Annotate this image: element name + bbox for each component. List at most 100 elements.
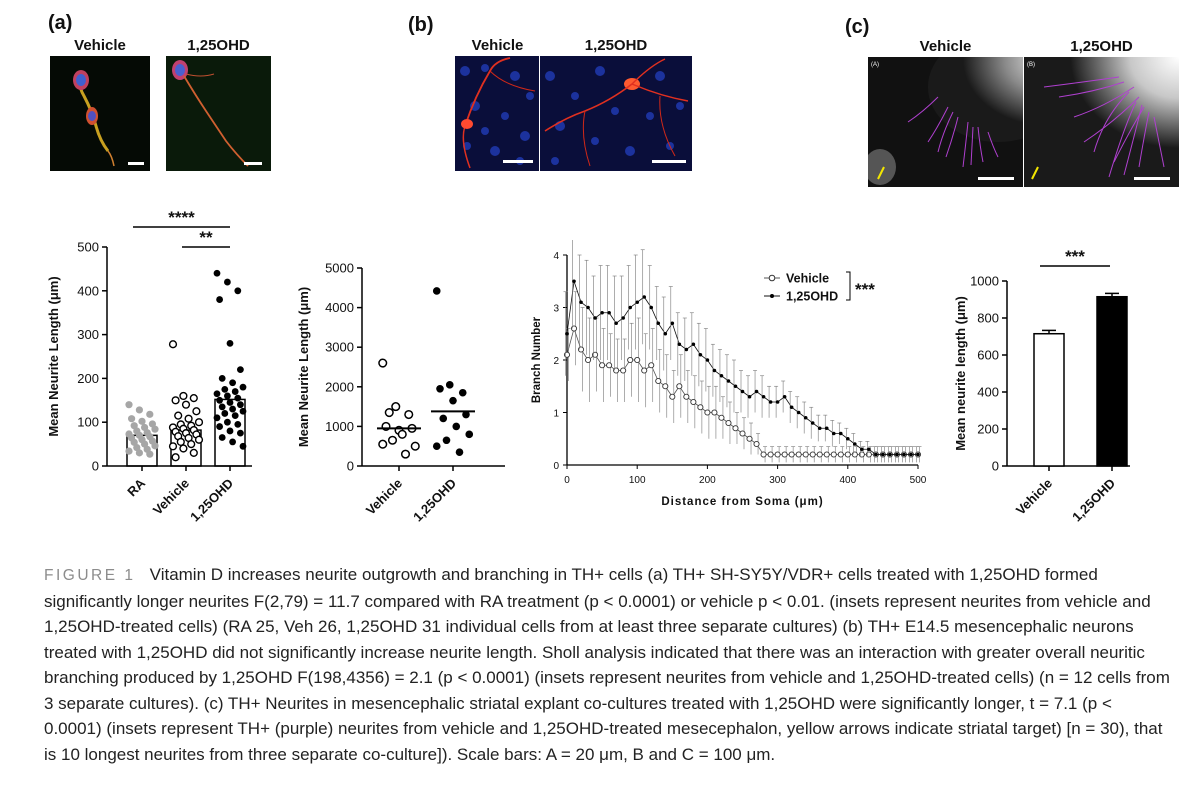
chart-b2-point [733, 384, 738, 389]
chart-b1-y-tick-label: 2000 [325, 379, 354, 394]
chart-a-point [239, 383, 247, 391]
chart-a-point [151, 442, 159, 450]
chart-b2-x-axis-label: Distance from Soma (μm) [661, 496, 823, 508]
chart-b1-y-tick-label: 1000 [325, 419, 354, 434]
chart-b1-point [436, 384, 444, 393]
chart-b2-point [669, 393, 676, 400]
chart-b2-point [810, 421, 815, 425]
chart-a-x-tick-label: 1,25OHD [187, 476, 236, 525]
chart-b2-point [888, 452, 892, 457]
chart-b2-x-tick-label: 400 [839, 475, 856, 486]
chart-a-sig-2-label: ** [199, 228, 213, 247]
chart-b2-point [677, 342, 682, 347]
chart-a-point [239, 407, 247, 415]
chart-b2-point [613, 367, 620, 374]
chart-b2-point [788, 451, 795, 458]
chart-b2-x-tick-label: 300 [769, 475, 786, 486]
chart-b2-point [599, 362, 606, 369]
chart-a-point [237, 366, 244, 374]
chart-a-y-axis-label: Mean Neurite Length (μm) [46, 276, 61, 436]
chart-a-point [194, 435, 204, 444]
chart-b2-point [676, 383, 683, 390]
chart-c-y-tick-label: 600 [977, 348, 999, 363]
chart-b2-y-tick-label: 3 [553, 304, 559, 315]
chart-b1-y-tick-label: 5000 [325, 261, 354, 276]
chart-a-point [168, 340, 178, 349]
chart-b2-point [761, 394, 766, 399]
chart-b1-point [378, 358, 388, 368]
chart-a-point [226, 339, 234, 347]
chart-c-bar [1033, 332, 1065, 467]
micrograph-b-125ohd [540, 56, 692, 171]
chart-a-point [213, 390, 221, 398]
chart-b1-x-tick-label: 1,25OHD [410, 476, 459, 525]
chart-b2-point [768, 400, 773, 404]
chart-a-point [224, 392, 231, 400]
figure-label: FIGURE 1 [44, 567, 136, 584]
chart-b2-point [662, 383, 669, 390]
chart-a-point [224, 278, 231, 286]
chart-b2-point [860, 447, 864, 452]
chart-a-y-tick-label: 0 [92, 459, 99, 474]
chart-b2-point [607, 310, 611, 315]
chart-a-point [234, 420, 242, 428]
chart-b2-point [831, 431, 836, 436]
chart-b1-point [442, 436, 451, 445]
chart-b2-point [704, 409, 711, 416]
chart-b1-y-tick-label: 3000 [325, 340, 354, 355]
chart-a-point [226, 427, 234, 435]
chart-a-point [231, 388, 239, 395]
chart-b2-point [844, 451, 851, 458]
chart-a-point [135, 406, 143, 414]
chart-b2-point [690, 398, 697, 406]
chart-b2-legend-bracket [846, 271, 851, 301]
chart-b2-point [684, 347, 689, 352]
chart-b2-point [874, 452, 878, 457]
chart-b2-point [816, 451, 823, 458]
chart-b1-y-tick-label: 4000 [325, 300, 354, 315]
chart-a-point [229, 438, 237, 446]
chart-a-point [229, 405, 237, 413]
chart-a-point [174, 411, 183, 420]
chart-b2-point [858, 451, 865, 458]
chart-a-x-tick-label: Vehicle [150, 476, 192, 518]
chart-a-point [216, 296, 224, 303]
chart-b2-significance: *** [855, 280, 875, 299]
chart-b2-point [895, 452, 899, 457]
chart-b2-x-tick-label: 100 [629, 475, 646, 486]
panel-label-a: (a) [48, 12, 73, 34]
chart-b1-y-axis-label: Mean Neurite Length (μm) [296, 287, 311, 447]
chart-b2-point [846, 436, 850, 441]
chart-a-point [151, 425, 159, 433]
chart-a-point [146, 410, 154, 418]
chart-b2-point [881, 452, 885, 457]
chart-a-point [192, 407, 201, 416]
chart-b2-point [586, 305, 590, 310]
chart-b2-point [760, 451, 767, 458]
chart-b1-x-tick-label: Vehicle [363, 476, 405, 518]
chart-b2-point [781, 451, 788, 458]
chart-b2-point [739, 430, 746, 437]
inset-sublabel-c-a: (A) [871, 62, 879, 68]
chart-b2-point [740, 389, 745, 394]
panel-label-b: (b) [408, 14, 434, 36]
chart-b2-point [712, 368, 717, 373]
chart-b2-point [655, 377, 662, 385]
chart-c-y-tick-label: 800 [977, 311, 999, 326]
chart-b2-legend-marker [768, 274, 776, 282]
chart-b2-point [809, 451, 816, 458]
chart-b2-point [802, 451, 809, 458]
inset-label-c-125ohd: 1,25OHD [1070, 38, 1133, 55]
chart-b2-point [620, 367, 627, 374]
chart-a-point [221, 410, 229, 417]
chart-b2-point [592, 351, 599, 358]
chart-c-x-tick-label: 1,25OHD [1069, 476, 1118, 525]
chart-a-point [216, 423, 224, 430]
micrograph-b-vehicle [455, 56, 539, 171]
chart-b1-point [455, 448, 464, 456]
chart-b2-point [865, 451, 872, 458]
chart-a-point [218, 403, 226, 411]
panel-label-c: (c) [845, 16, 870, 38]
chart-b2-point [627, 356, 634, 364]
